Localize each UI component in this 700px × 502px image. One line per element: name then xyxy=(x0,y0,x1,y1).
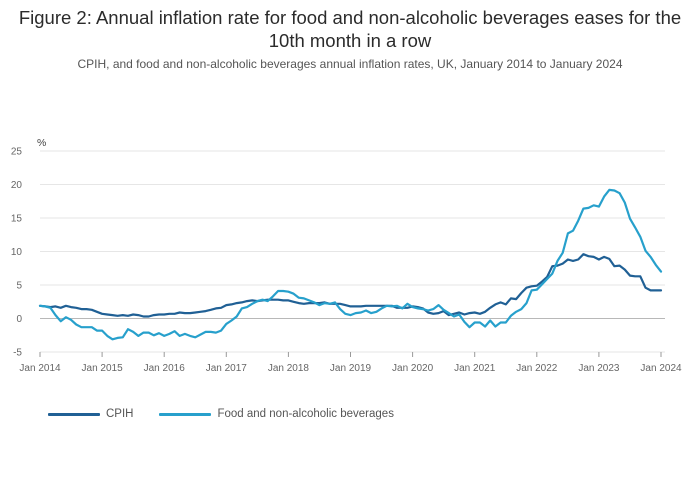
x-tick-label: Jan 2018 xyxy=(268,363,310,374)
legend-swatch-food xyxy=(159,412,212,416)
legend-label-cpih: CPIH xyxy=(106,408,134,420)
gridlines xyxy=(40,150,665,353)
legend-item-food[interactable]: Food and non-alcoholic beverages xyxy=(159,408,394,420)
y-axis-unit: % xyxy=(37,137,46,149)
x-tick-label: Jan 2024 xyxy=(640,363,682,374)
y-tick-label: 20 xyxy=(11,180,23,191)
x-tick-label: Jan 2021 xyxy=(454,363,496,374)
legend-swatch-cpih xyxy=(48,412,100,416)
y-tick-label: 0 xyxy=(16,314,22,325)
series-line-food[interactable] xyxy=(38,188,663,341)
chart-subtitle: CPIH, and food and non-alcoholic beverag… xyxy=(77,57,623,71)
y-tick-label: 15 xyxy=(11,214,23,225)
x-tick-label: Jan 2019 xyxy=(330,363,372,374)
x-tick-label: Jan 2017 xyxy=(206,363,248,374)
legend-label-food: Food and non-alcoholic beverages xyxy=(217,408,394,420)
series-line-cpih[interactable] xyxy=(38,253,663,318)
x-tick-label: Jan 2022 xyxy=(516,363,558,374)
y-tick-label: -5 xyxy=(13,348,22,359)
y-tick-label: 10 xyxy=(11,247,23,258)
x-tick-label: Jan 2016 xyxy=(144,363,186,374)
legend: CPIH Food and non-alcoholic beverages xyxy=(48,408,420,420)
series-lines xyxy=(38,188,663,341)
y-axis-ticks: -5 0 5 10 15 20 25 xyxy=(11,147,23,359)
x-axis-ticks: Jan 2014 Jan 2015 Jan 2016 Jan 2017 Jan 2018… xyxy=(19,352,682,374)
x-tick-label: Jan 2023 xyxy=(578,363,620,374)
x-tick-label: Jan 2020 xyxy=(392,363,434,374)
x-tick-label: Jan 2015 xyxy=(82,363,124,374)
chart-title: Figure 2: Annual inflation rate for food… xyxy=(18,7,682,51)
y-tick-label: 5 xyxy=(16,281,22,292)
legend-item-cpih[interactable]: CPIH xyxy=(48,408,133,420)
y-tick-label: 25 xyxy=(11,147,23,158)
x-tick-label: Jan 2014 xyxy=(19,363,61,374)
